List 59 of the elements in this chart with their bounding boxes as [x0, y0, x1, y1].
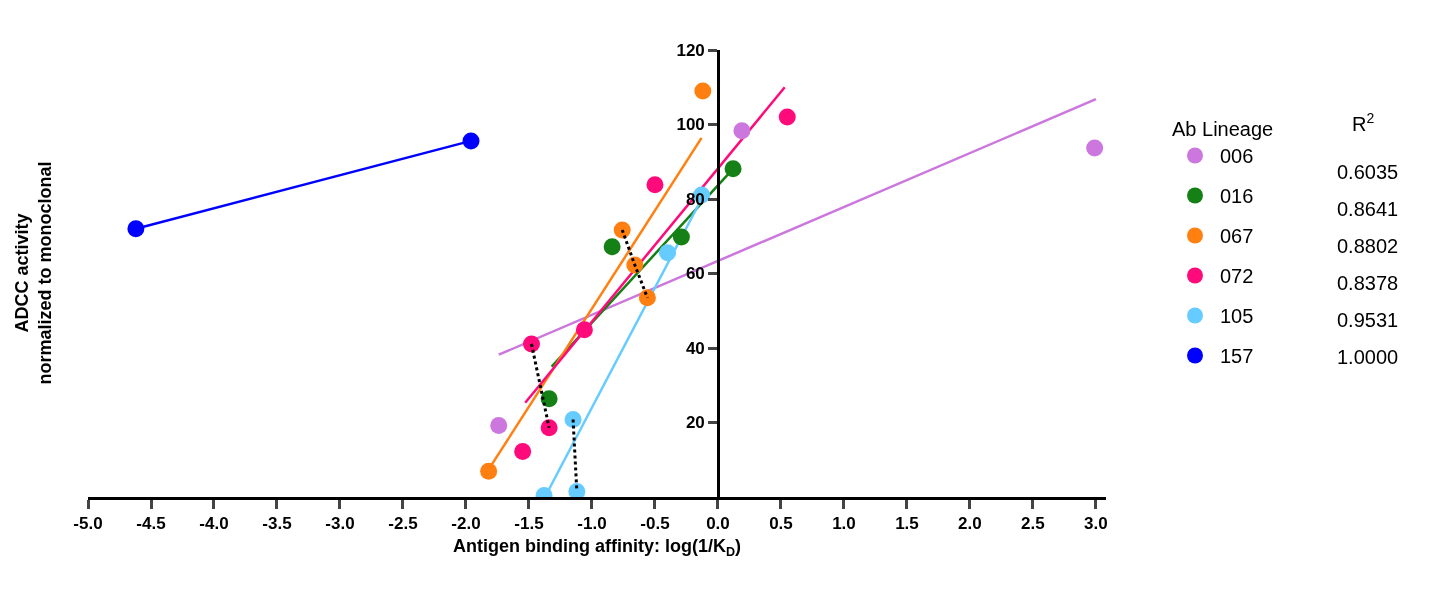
x-tick-label: 2.0	[958, 514, 982, 534]
point	[462, 132, 480, 150]
x-tick-label: 1.0	[832, 514, 856, 534]
point	[672, 228, 690, 246]
x-tick-label: -0.5	[640, 514, 670, 534]
y-tick-label: 20	[685, 413, 705, 433]
x-tick-label: 0.5	[769, 514, 793, 534]
text: 0.8378	[1337, 272, 1399, 294]
x-tick-label: 0.0	[706, 514, 730, 534]
legend-label: 105	[1220, 305, 1254, 328]
text: 0.8641	[1337, 198, 1399, 220]
legend-label: 006	[1220, 145, 1254, 168]
point	[523, 335, 540, 353]
point	[1086, 139, 1104, 157]
legend-label: 016	[1220, 185, 1254, 208]
legend-title: Ab Lineage	[1172, 118, 1274, 140]
point	[127, 220, 145, 238]
point	[733, 122, 751, 140]
point	[540, 390, 558, 408]
point	[575, 321, 593, 339]
x-tick-label: -4.5	[136, 514, 166, 534]
point	[564, 411, 582, 429]
x-tick-label: 1.5	[895, 514, 919, 534]
y-axis-title: ADCC activity normalized to monoclonal	[11, 161, 55, 385]
x-tick-label: -1.5	[514, 514, 544, 534]
point	[480, 462, 498, 480]
x-tick-label: -2.5	[388, 514, 418, 534]
text: 0.8802	[1337, 235, 1399, 257]
point	[603, 238, 621, 256]
x-tick-label: -3.5	[262, 514, 292, 534]
y-tick-label: 120	[676, 40, 705, 60]
y-tick-label: 60	[685, 264, 705, 284]
text: 0.6035	[1337, 161, 1399, 183]
point	[646, 176, 664, 194]
x-axis-title: Antigen binding affinity: log(1/K$_{D}$)	[452, 536, 742, 560]
text: 0.9531	[1337, 309, 1399, 331]
point	[490, 416, 508, 434]
point	[694, 82, 712, 100]
x-tick-label: 2.5	[1021, 514, 1045, 534]
point	[638, 289, 656, 307]
point	[659, 244, 677, 262]
x-tick-label: -1.0	[577, 514, 607, 534]
legend-label: 067	[1220, 225, 1254, 248]
point	[778, 108, 796, 126]
y-tick-label: 80	[685, 189, 705, 209]
point	[514, 443, 532, 461]
x-tick-label: 3.0	[1084, 514, 1108, 534]
x-tick-label: -3.0	[325, 514, 355, 534]
point	[724, 160, 742, 178]
text: R$^{2}$	[1352, 110, 1375, 136]
x-tick-label: -2.0	[451, 514, 481, 534]
y-tick-label: 100	[676, 115, 705, 135]
text: 1.0000	[1337, 346, 1399, 368]
point	[540, 419, 558, 437]
y-tick-label: 40	[685, 338, 705, 358]
x-tick-label: -4.0	[199, 514, 229, 534]
x-tick-label: -5.0	[73, 514, 103, 534]
legend-label: 157	[1220, 345, 1254, 368]
legend-label: 072	[1220, 265, 1254, 288]
